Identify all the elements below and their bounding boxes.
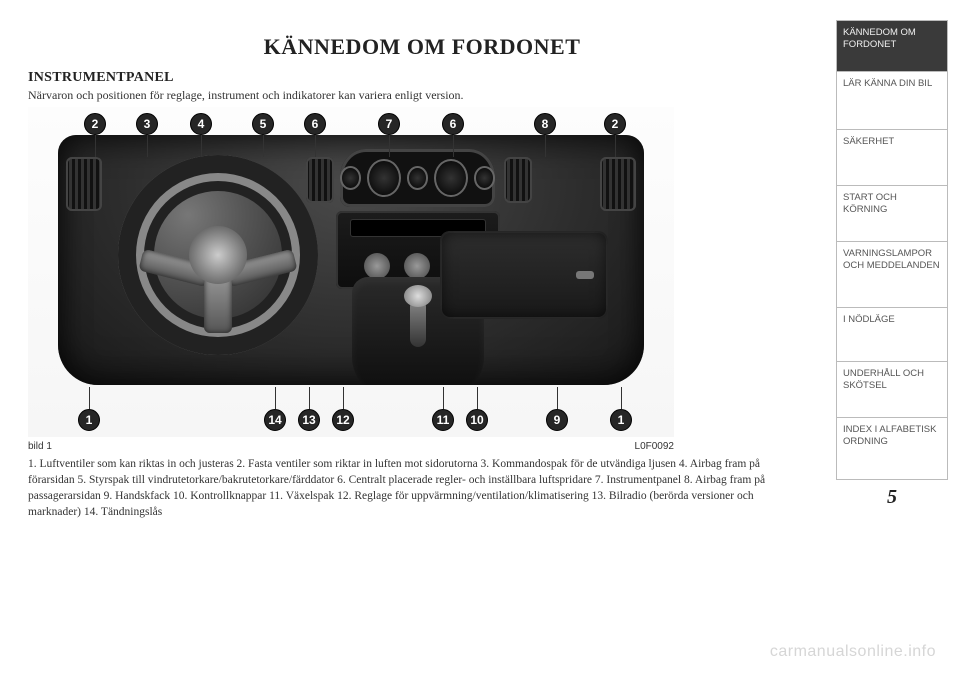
callout-leader xyxy=(453,135,454,157)
dashboard-body xyxy=(58,135,644,385)
dashboard-figure: 2 3 4 5 6 7 6 8 2 1 14 13 12 11 10 9 1 xyxy=(28,107,674,437)
callout-leader xyxy=(621,387,622,409)
callout-leader xyxy=(309,387,310,409)
air-vent-center-right-icon xyxy=(504,157,532,203)
air-vent-left-icon xyxy=(66,157,102,211)
callout-leader xyxy=(615,135,616,157)
callout-leader xyxy=(201,135,202,157)
gear-shifter-icon xyxy=(410,299,426,347)
gauge-icon xyxy=(434,159,467,197)
callout-bubble: 12 xyxy=(332,409,354,431)
callout-leader xyxy=(263,135,264,157)
callout-bubble: 14 xyxy=(264,409,286,431)
callout-bubble: 1 xyxy=(610,409,632,431)
callout-leader xyxy=(389,135,390,157)
callout-bubble: 6 xyxy=(304,113,326,135)
gauge-icon xyxy=(340,166,361,190)
callout-bubble: 7 xyxy=(378,113,400,135)
wheel-spoke xyxy=(224,249,297,287)
callout-bubble: 2 xyxy=(604,113,626,135)
callout-bubble: 13 xyxy=(298,409,320,431)
figure-caption-row: bild 1 L0F0092 xyxy=(28,441,674,452)
section-tab[interactable]: INDEX I ALFABETISK ORDNING xyxy=(836,418,948,480)
figure-code: L0F0092 xyxy=(635,441,674,452)
callout-bubble: 6 xyxy=(442,113,464,135)
glovebox-icon xyxy=(440,231,608,319)
section-tab[interactable]: START OCH KÖRNING xyxy=(836,186,948,242)
section-heading: INSTRUMENTPANEL xyxy=(28,70,824,86)
callout-bubble: 5 xyxy=(252,113,274,135)
section-tab[interactable]: VARNINGSLAMPOR OCH MEDDELANDEN xyxy=(836,242,948,308)
callout-leader xyxy=(557,387,558,409)
callout-leader xyxy=(315,135,316,157)
air-vent-center-left-icon xyxy=(306,157,334,203)
callout-leader xyxy=(477,387,478,409)
hvac-knob-icon xyxy=(364,253,390,279)
callout-bubble: 1 xyxy=(78,409,100,431)
figure-container: 2 3 4 5 6 7 6 8 2 1 14 13 12 11 10 9 1 bild 1 L0F0092 xyxy=(28,107,674,456)
wheel-spoke xyxy=(204,273,232,333)
section-tab[interactable]: UNDERHÅLL OCH SKÖTSEL xyxy=(836,362,948,418)
instrument-cluster-icon xyxy=(340,149,495,207)
callout-leader xyxy=(89,387,90,409)
air-vent-right-icon xyxy=(600,157,636,211)
intro-text: Närvaron och positionen för reglage, ins… xyxy=(28,88,824,103)
manual-page: KÄNNEDOM OM FORDONET INSTRUMENTPANEL När… xyxy=(0,0,960,679)
steering-wheel-icon xyxy=(118,155,318,355)
callout-leader xyxy=(545,135,546,157)
gauge-icon xyxy=(407,166,428,190)
hvac-knob-icon xyxy=(404,253,430,279)
callout-bubble: 8 xyxy=(534,113,556,135)
callout-bubble: 3 xyxy=(136,113,158,135)
section-tab[interactable]: SÄKERHET xyxy=(836,130,948,186)
gauge-icon xyxy=(474,166,495,190)
callout-bubble: 9 xyxy=(546,409,568,431)
callout-leader xyxy=(343,387,344,409)
section-tab[interactable]: I NÖDLÄGE xyxy=(836,308,948,362)
callout-leader xyxy=(147,135,148,157)
gauge-icon xyxy=(367,159,400,197)
page-title: KÄNNEDOM OM FORDONET xyxy=(102,34,742,60)
section-tab[interactable]: KÄNNEDOM OM FORDONET xyxy=(836,20,948,72)
section-tabs-sidebar: KÄNNEDOM OM FORDONETLÄR KÄNNA DIN BILSÄK… xyxy=(836,20,948,659)
wheel-spoke xyxy=(138,249,211,287)
figure-caption: bild 1 xyxy=(28,441,52,452)
callout-bubble: 4 xyxy=(190,113,212,135)
main-content: KÄNNEDOM OM FORDONET INSTRUMENTPANEL När… xyxy=(20,20,836,659)
callout-bubble: 2 xyxy=(84,113,106,135)
page-number: 5 xyxy=(836,486,948,509)
callout-legend: 1. Luftventiler som kan riktas in och ju… xyxy=(28,456,768,520)
callout-leader xyxy=(95,135,96,157)
section-tab[interactable]: LÄR KÄNNA DIN BIL xyxy=(836,72,948,130)
callout-bubble: 10 xyxy=(466,409,488,431)
callout-leader xyxy=(443,387,444,409)
callout-leader xyxy=(275,387,276,409)
callout-bubble: 11 xyxy=(432,409,454,431)
